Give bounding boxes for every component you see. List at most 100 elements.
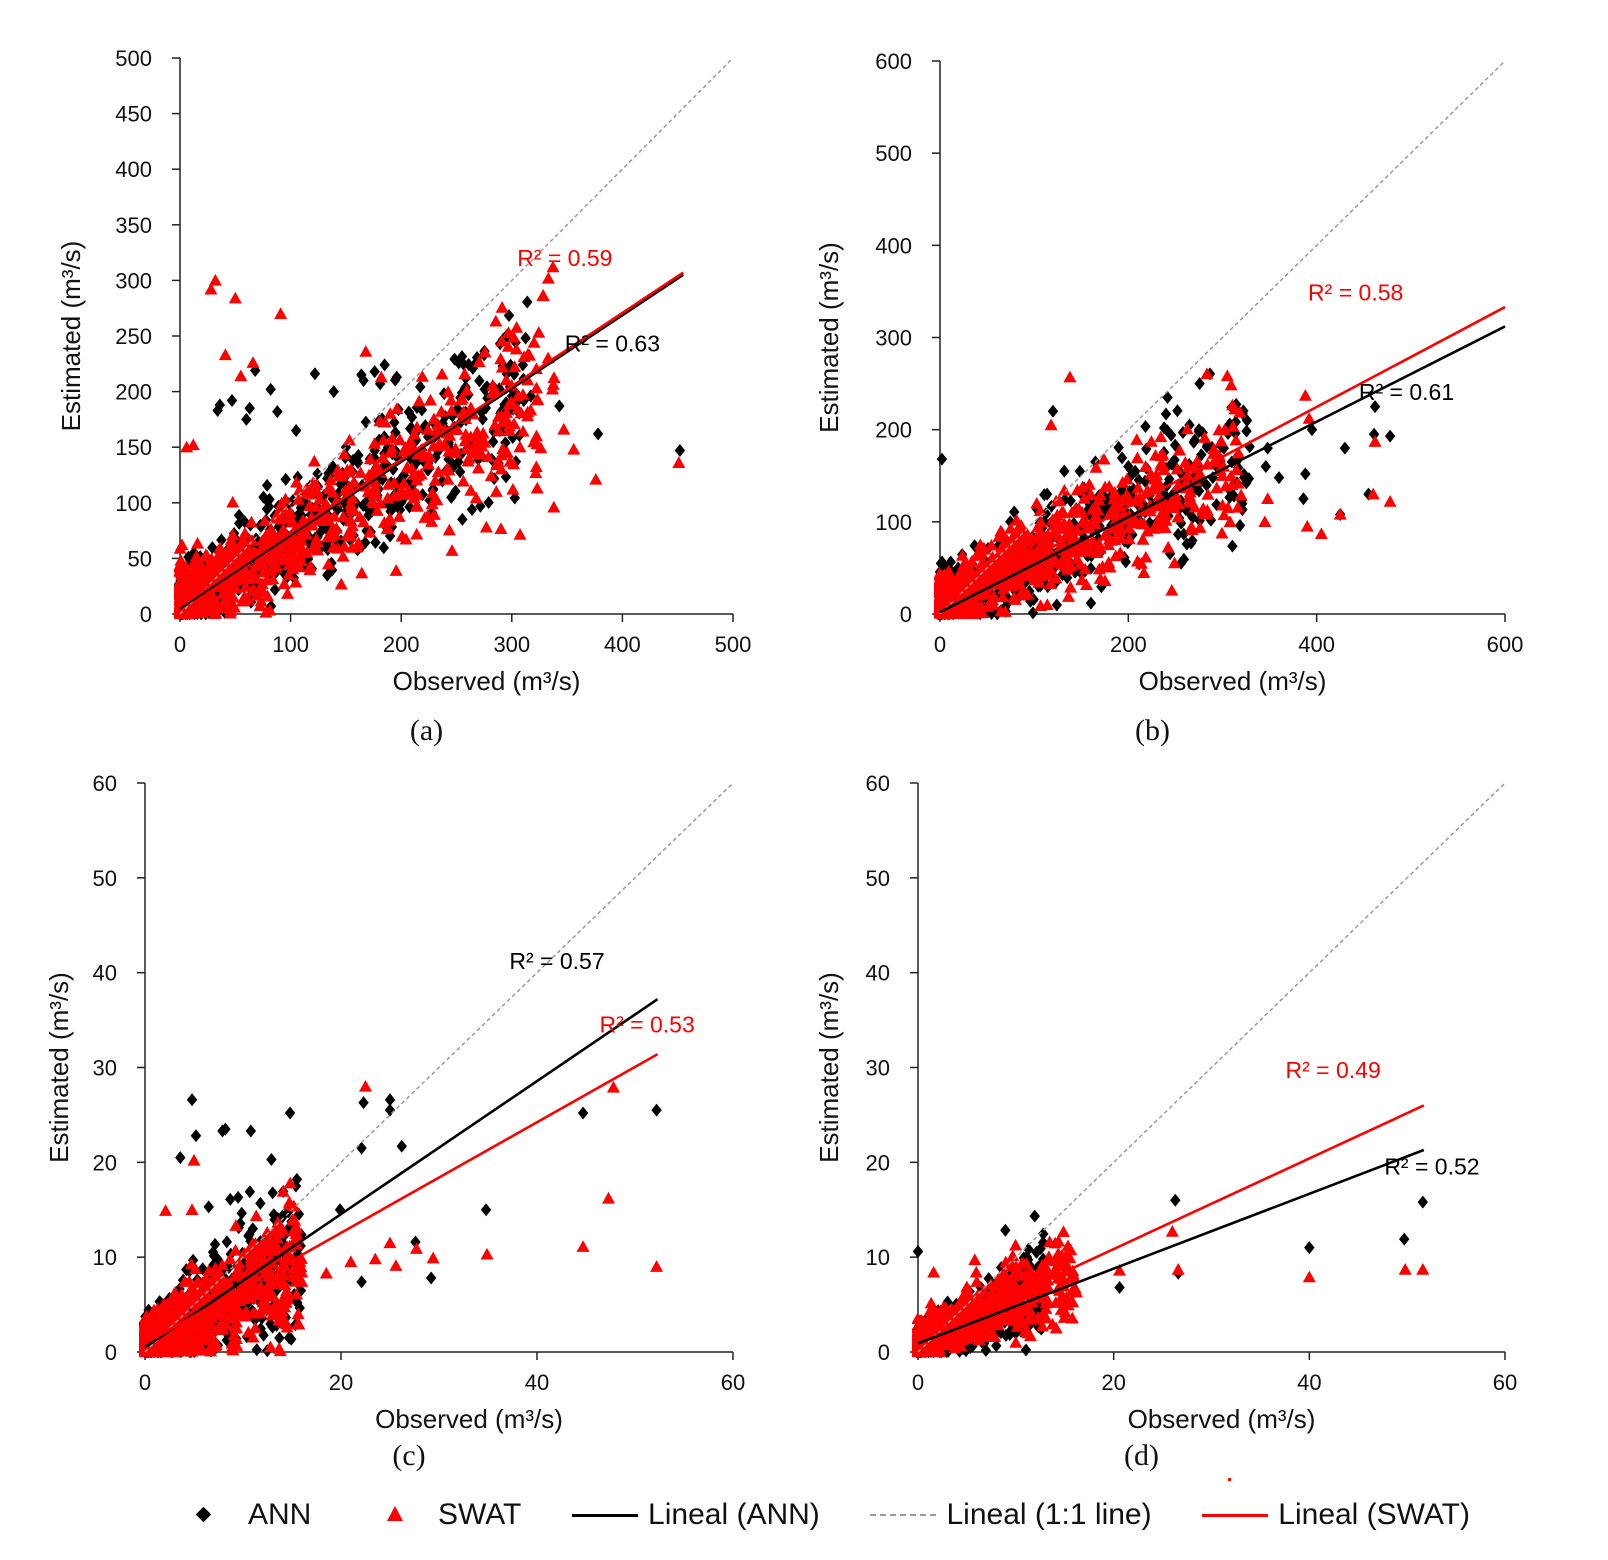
ann-point xyxy=(356,368,367,382)
points-layer xyxy=(139,1079,664,1358)
swat-point xyxy=(527,336,541,348)
swat-point xyxy=(174,582,187,595)
swat-point xyxy=(201,1325,215,1338)
ann-point xyxy=(265,382,276,396)
swat-point xyxy=(370,504,384,516)
swat-point xyxy=(344,524,358,537)
swat-point xyxy=(1065,533,1079,545)
swat-point xyxy=(488,418,502,431)
swat-point xyxy=(292,531,306,544)
swat-point xyxy=(1070,483,1084,496)
y-tick-label: 0 xyxy=(140,602,152,627)
swat-point xyxy=(996,590,1010,603)
ann-point xyxy=(353,448,364,462)
ann-point xyxy=(291,1172,303,1186)
swat-point xyxy=(1033,541,1047,554)
ann-point xyxy=(1065,494,1076,508)
swat-point xyxy=(1198,431,1212,443)
swat-point xyxy=(265,1237,279,1250)
swat-point xyxy=(368,437,382,449)
swat-point xyxy=(547,500,561,513)
swat-point xyxy=(305,518,319,531)
swat-point xyxy=(1217,459,1231,472)
swat-point xyxy=(263,1340,277,1353)
swat-point xyxy=(1002,549,1016,562)
swat-point xyxy=(1383,495,1397,507)
swat-point xyxy=(208,273,222,286)
r-squared-label: R² = 0.57 xyxy=(509,948,604,974)
swat-point xyxy=(193,577,207,590)
swat-point xyxy=(209,1261,223,1274)
swat-point xyxy=(241,593,255,605)
y-tick-label: 10 xyxy=(93,1245,117,1270)
ann-point xyxy=(244,401,255,415)
swat-point xyxy=(251,556,265,568)
swat-point xyxy=(1072,503,1086,516)
swat-point xyxy=(1034,515,1048,527)
swat-point xyxy=(509,342,523,355)
x-tick-label: 400 xyxy=(604,632,641,657)
swat-point xyxy=(427,508,441,520)
swat-point xyxy=(1170,462,1184,475)
swat-point xyxy=(1131,481,1145,493)
swat-point xyxy=(1207,442,1221,455)
swat-point xyxy=(215,1258,229,1271)
ann-point xyxy=(274,1331,285,1345)
ann-point xyxy=(1139,474,1151,488)
y-tick-label: 30 xyxy=(866,1056,890,1081)
swat-point xyxy=(376,433,390,446)
swat-point xyxy=(1092,537,1106,549)
ann-point xyxy=(1113,441,1124,455)
swat-point xyxy=(389,1259,403,1271)
ann-point xyxy=(520,331,531,345)
swat-point xyxy=(407,427,421,440)
swat-point xyxy=(1231,500,1245,513)
fit-line-1-1 xyxy=(179,57,734,615)
ann-point xyxy=(1230,397,1242,411)
swat-point xyxy=(1087,502,1101,514)
swat-point xyxy=(1020,587,1034,600)
y-tick-label: 400 xyxy=(115,157,152,182)
ann-point xyxy=(1193,423,1205,437)
swat-point xyxy=(270,548,284,561)
y-tick-label: 200 xyxy=(115,380,152,405)
ann-point xyxy=(251,1343,262,1357)
y-tick-label: 400 xyxy=(875,233,912,258)
swat-point xyxy=(469,491,483,504)
swat-point xyxy=(153,1308,167,1321)
swat-point xyxy=(1033,504,1047,517)
swat-point xyxy=(194,1315,208,1328)
ann-point xyxy=(1059,464,1070,478)
swat-point xyxy=(1044,418,1058,431)
swat-point xyxy=(1168,556,1182,569)
swat-point xyxy=(239,579,253,592)
y-tick-label: 500 xyxy=(115,46,152,71)
swat-point xyxy=(1314,527,1328,540)
swat-point xyxy=(1005,579,1019,592)
swat-point xyxy=(485,386,499,399)
swat-point xyxy=(546,378,560,390)
swat-point xyxy=(363,525,377,538)
swat-point xyxy=(341,465,355,478)
swat-point xyxy=(1183,485,1197,498)
ann-point xyxy=(369,365,380,379)
swat-point xyxy=(383,407,397,419)
swat-point xyxy=(309,500,323,512)
ann-point xyxy=(518,394,529,408)
swat-point xyxy=(1201,487,1215,500)
y-tick-label: 100 xyxy=(115,491,152,516)
swat-point xyxy=(392,510,406,522)
swat-point xyxy=(1298,389,1312,401)
x-tick-label: 0 xyxy=(934,632,946,657)
swat-point xyxy=(271,1276,285,1289)
swat-point xyxy=(280,1320,294,1333)
swat-point xyxy=(1077,492,1091,504)
swat-point xyxy=(376,451,390,463)
ann-point xyxy=(1000,1223,1011,1237)
swat-point xyxy=(336,510,350,523)
swat-point xyxy=(513,528,527,540)
swat-point xyxy=(327,509,341,522)
swat-point xyxy=(426,1251,440,1264)
swat-point xyxy=(1041,563,1055,576)
ann-point xyxy=(509,491,521,505)
